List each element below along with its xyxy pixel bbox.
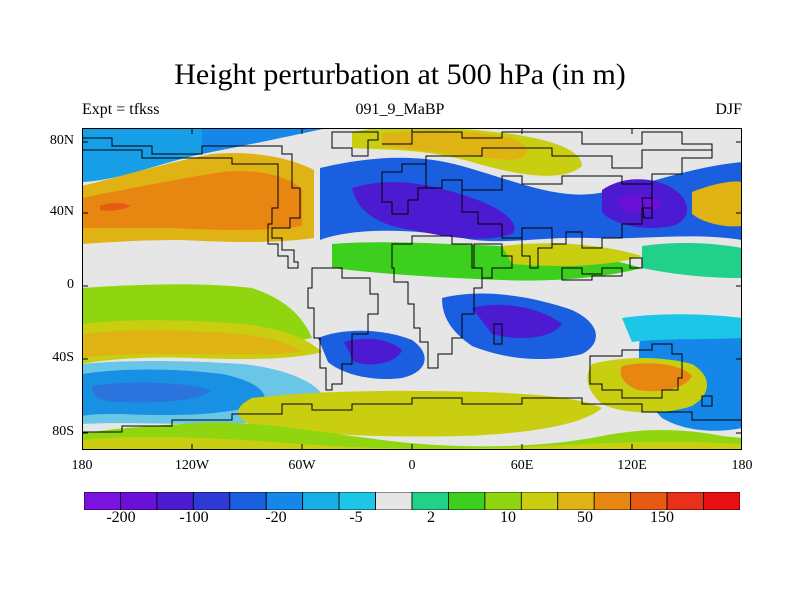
colorbar-label-minus20: -20 — [265, 509, 287, 526]
colorbar-swatch — [229, 492, 267, 510]
colorbar-label-minus5: -5 — [349, 509, 363, 526]
field-green-equator-center — [332, 242, 642, 281]
field-orange-south-west — [82, 330, 302, 358]
field-yellow-antarctic — [238, 390, 603, 437]
lon-label-0: 0 — [408, 458, 416, 473]
colorbar-swatch — [593, 492, 632, 510]
colorbar-swatch — [448, 492, 486, 510]
coastlines — [82, 131, 742, 433]
colorbar-label-150: 150 — [650, 509, 674, 526]
colorbar-swatch — [192, 492, 231, 510]
colorbar-swatch — [265, 492, 304, 510]
field-seagreen-equator-east — [642, 242, 742, 278]
colorbar-swatch — [411, 492, 449, 510]
axis-ticks — [82, 128, 742, 450]
experiment-label: Expt = tfkss — [82, 101, 160, 118]
colorbar-swatch — [120, 492, 158, 510]
colorbar-label-10: 10 — [500, 509, 516, 526]
colorbar-swatch — [375, 492, 413, 510]
colorbar — [84, 492, 740, 510]
lon-label-120e: 120E — [617, 458, 647, 473]
colorbar-swatch — [156, 492, 194, 510]
colorbar-swatch — [338, 492, 376, 510]
lat-label-40n: 40N — [49, 204, 74, 219]
lon-label-120w: 120W — [174, 458, 210, 473]
lon-label-60w: 60W — [288, 458, 316, 473]
colorbar-swatch — [630, 492, 668, 510]
lat-label-0: 0 — [67, 277, 74, 292]
field-darkblue-north-center — [352, 182, 515, 239]
contour-map — [82, 128, 742, 450]
lon-label-60e: 60E — [510, 458, 534, 473]
lat-label-80s: 80S — [52, 424, 74, 439]
colorbar-label-2: 2 — [427, 509, 435, 526]
lat-label-40s: 40S — [52, 350, 74, 365]
field-cyan-south-far-east — [622, 314, 742, 342]
field-orange-north-east — [692, 181, 742, 227]
season-label: DJF — [715, 101, 742, 118]
field-yellow-antarctic-south — [82, 437, 742, 450]
colorbar-label-minus200: -200 — [106, 509, 136, 526]
colorbar-swatch — [703, 492, 740, 510]
colorbar-swatch — [302, 492, 340, 510]
colorbar-swatch — [84, 492, 121, 510]
map-title: Height perturbation at 500 hPa (in m) — [174, 58, 626, 91]
field-darkorange-north-west — [82, 171, 302, 230]
field-orange-south-east — [620, 363, 692, 392]
colorbar-swatch — [666, 492, 704, 510]
colorbar-swatch — [557, 492, 595, 510]
field-yellow-equator-center — [502, 243, 642, 266]
colorbar-label-minus100: -100 — [179, 509, 209, 526]
lat-label-80n: 80N — [49, 133, 74, 148]
lon-label-180w: 180 — [71, 458, 93, 473]
field-darkblue-south-center — [344, 338, 402, 365]
lon-label-180e: 180 — [731, 458, 753, 473]
field-red-north-west — [100, 203, 130, 211]
run-label: 091_9_MaBP — [355, 101, 445, 118]
colorbar-swatch — [520, 492, 559, 510]
colorbar-swatch — [484, 492, 522, 510]
colorbar-label-50: 50 — [577, 509, 593, 526]
